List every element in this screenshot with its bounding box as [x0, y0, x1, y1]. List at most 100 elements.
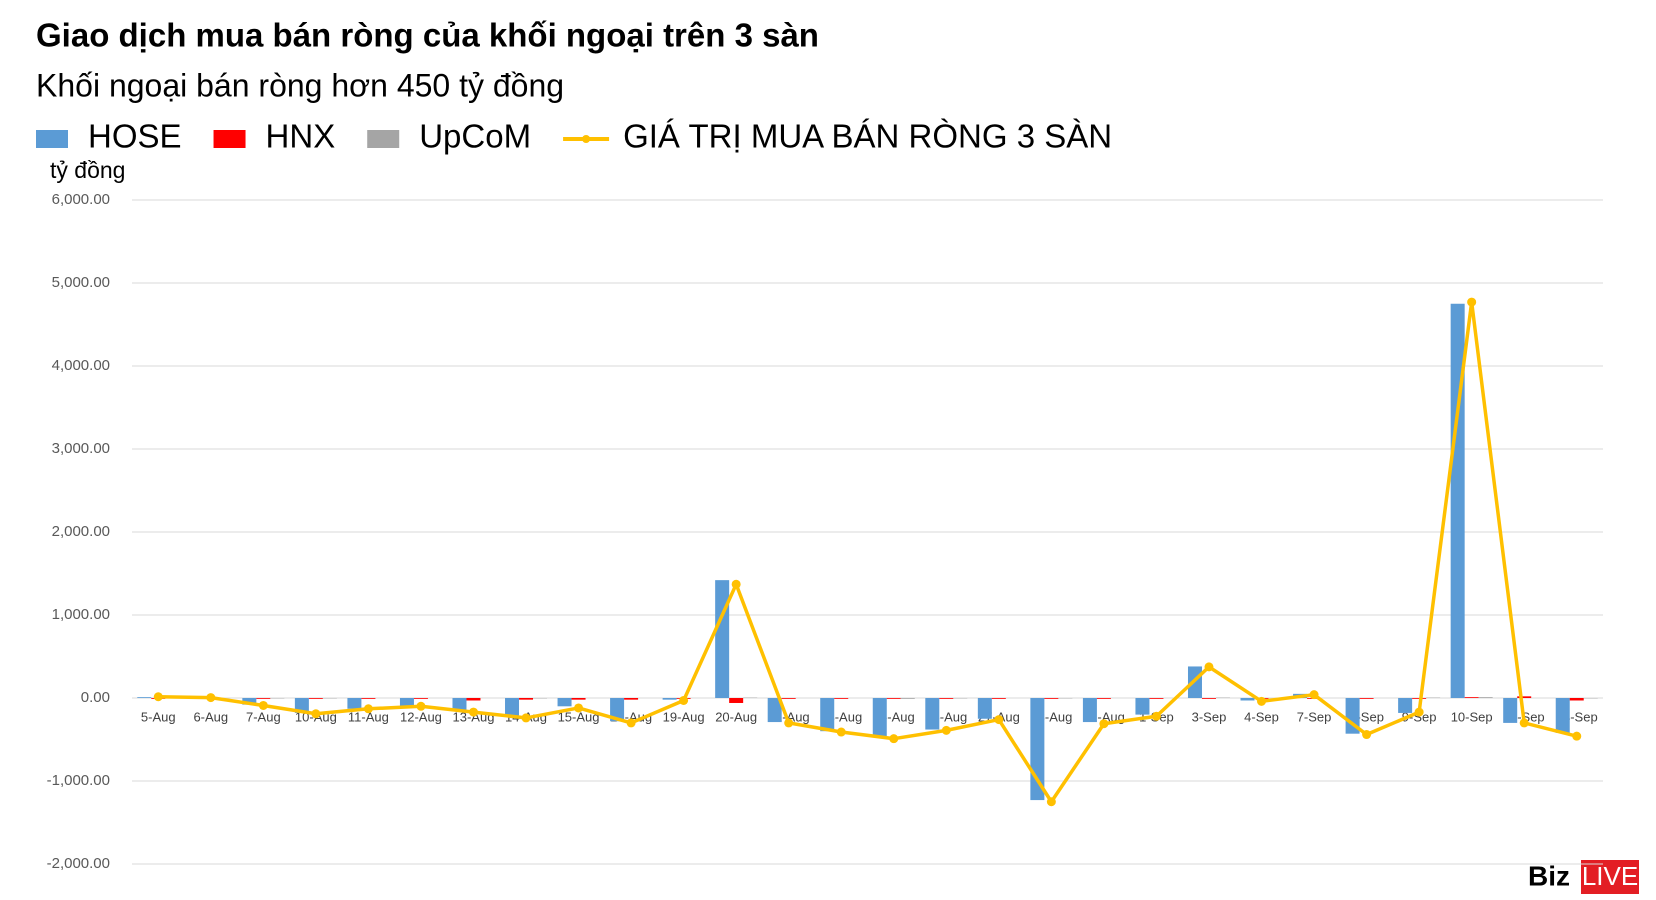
bar: [1201, 698, 1216, 699]
line-marker: [889, 734, 899, 744]
y-tick-label: -2,000.00: [47, 855, 110, 872]
bar: [308, 698, 323, 699]
line-marker: [363, 704, 373, 714]
bar: [820, 698, 835, 732]
bar: [1569, 698, 1584, 701]
legend-swatch: [367, 130, 400, 148]
bar: [1096, 698, 1111, 699]
line-marker: [416, 701, 426, 711]
x-tick-label: 4-Sep: [1244, 709, 1279, 724]
bar: [1450, 303, 1465, 698]
bar: [610, 698, 625, 722]
bar: [361, 698, 376, 699]
bar: [715, 580, 730, 698]
x-tick-label: 9-Sep: [1402, 709, 1437, 724]
bar: [1503, 698, 1518, 723]
y-tick-label: -1,000.00: [47, 772, 110, 789]
bar: [872, 698, 887, 738]
x-tick-label: 12-Aug: [400, 709, 442, 724]
bar: [1135, 698, 1150, 715]
legend-label: HNX: [266, 118, 336, 155]
bar: [1398, 698, 1413, 713]
bar: [1044, 698, 1059, 699]
x-tick-label: 3-Sep: [1192, 709, 1227, 724]
bar: [1478, 697, 1493, 698]
line-marker: [941, 725, 951, 735]
bar: [571, 698, 586, 700]
bar: [519, 698, 534, 700]
bar: [294, 698, 309, 713]
bar: [242, 698, 257, 705]
legend-label: UpCoM: [419, 118, 531, 155]
line-marker: [1046, 797, 1056, 807]
line-marker: [679, 695, 689, 705]
bar: [900, 698, 915, 699]
legend-swatch: [36, 130, 68, 148]
bar: [991, 698, 1006, 699]
bar: [729, 698, 744, 703]
line-marker: [994, 715, 1004, 725]
bar: [452, 698, 467, 710]
bar: [662, 698, 677, 700]
x-tick-label: 5-Aug: [141, 709, 176, 724]
bar: [347, 698, 362, 709]
bar: [1359, 698, 1374, 699]
line-marker: [1572, 731, 1582, 741]
y-tick-label: 6,000.00: [52, 191, 110, 208]
line-marker: [1204, 662, 1214, 672]
bar: [256, 698, 271, 699]
bar: [466, 698, 481, 701]
line-marker: [574, 703, 584, 713]
bar: [413, 698, 428, 699]
legend-swatch: [582, 135, 591, 143]
bar: [886, 698, 901, 699]
line-marker: [1257, 696, 1267, 706]
chart-subtitle: Khối ngoại bán ròng hơn 450 tỷ đồng: [36, 67, 564, 103]
bar: [925, 698, 940, 730]
x-tick-label: 10-Sep: [1451, 709, 1493, 724]
bar: [834, 698, 849, 699]
line-marker: [1151, 711, 1161, 721]
line-marker: [784, 718, 794, 728]
y-tick-label: 1,000.00: [52, 606, 110, 623]
legend-swatch: [213, 130, 246, 148]
line-marker: [731, 579, 741, 589]
x-tick-label: 11-Aug: [348, 709, 389, 724]
bar: [1082, 698, 1097, 723]
bar: [137, 697, 152, 698]
bar: [624, 698, 639, 700]
bar: [505, 698, 520, 716]
y-tick-label: 2,000.00: [52, 523, 110, 540]
bar: [557, 698, 572, 707]
legend-label: HOSE: [88, 118, 182, 155]
line-marker: [468, 707, 478, 717]
line-marker: [626, 718, 636, 728]
x-tick-label: 20-Aug: [715, 709, 757, 724]
line-marker: [1309, 690, 1319, 700]
line-marker: [258, 700, 268, 710]
x-tick-label: 15-Aug: [558, 709, 600, 724]
bar: [1517, 696, 1532, 698]
x-tick-label: 19-Aug: [663, 709, 705, 724]
logo-box: [1581, 860, 1639, 894]
line-marker: [1519, 718, 1529, 728]
line-marker: [521, 713, 531, 723]
bar: [939, 698, 954, 699]
legend-label: GIÁ TRỊ MUA BÁN RÒNG 3 SÀN: [623, 118, 1112, 155]
x-tick-label: 6-Aug: [193, 709, 228, 724]
y-tick-label: 3,000.00: [52, 440, 110, 457]
bar: [1464, 697, 1479, 698]
x-tick-label: 7-Sep: [1297, 709, 1332, 724]
bar: [977, 698, 992, 719]
line-marker: [1467, 297, 1477, 307]
line-marker: [1414, 707, 1424, 717]
bar: [1149, 698, 1164, 699]
bar: [399, 698, 414, 708]
line-marker: [1362, 730, 1372, 740]
bar: [1240, 698, 1255, 701]
x-tick-label: 7-Aug: [246, 709, 281, 724]
line-marker: [1099, 719, 1109, 729]
bar: [767, 698, 782, 723]
line-marker: [206, 693, 216, 703]
